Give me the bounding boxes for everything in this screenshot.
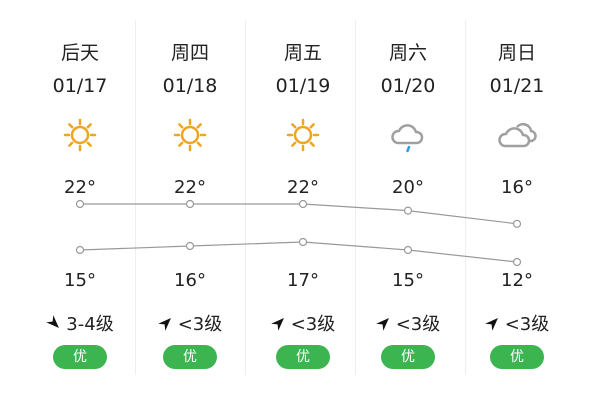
wind-level: <3级 xyxy=(395,314,441,335)
cloudy-icon xyxy=(497,115,537,155)
high-temp: 22° xyxy=(174,177,206,198)
low-temp: 12° xyxy=(501,270,533,291)
low-temp-point xyxy=(75,245,85,255)
date: 01/17 xyxy=(52,75,108,97)
wind-direction-icon xyxy=(157,318,171,331)
column-divider xyxy=(135,20,136,375)
wind-level: <3级 xyxy=(504,314,550,335)
wind: <3级 xyxy=(462,310,572,336)
wind: 3-4级 xyxy=(25,310,135,336)
day-name: 周五 xyxy=(283,42,322,64)
aqi-badge: 优 xyxy=(53,345,107,369)
wind-direction-icon xyxy=(270,318,284,331)
low-temp-point xyxy=(185,241,195,251)
high-temp-point xyxy=(75,199,85,209)
wind: <3级 xyxy=(248,310,358,336)
day-name: 后天 xyxy=(60,42,99,64)
sun-icon xyxy=(60,115,100,155)
date: 01/19 xyxy=(275,75,331,97)
wind-direction-icon xyxy=(375,318,389,331)
low-temp-point xyxy=(403,245,413,255)
column-divider xyxy=(465,20,466,375)
low-temp: 15° xyxy=(64,270,96,291)
low-temp: 17° xyxy=(287,270,319,291)
high-temp: 22° xyxy=(287,177,319,198)
day-column[interactable]: 后天 01/17 22° 15° 3-4级 优 xyxy=(25,20,135,380)
column-divider xyxy=(245,20,246,375)
high-temp-line xyxy=(80,203,518,225)
day-column[interactable]: 周五 01/19 22° 17° <3级 优 xyxy=(248,20,358,380)
day-column[interactable]: 周六 01/20 20° 15° <3级 优 xyxy=(353,20,463,380)
high-temp-point xyxy=(185,199,195,209)
low-temp-point xyxy=(298,237,308,247)
sun-icon xyxy=(170,115,210,155)
high-temp-point xyxy=(512,219,522,228)
date: 01/20 xyxy=(380,75,436,97)
wind-level: <3级 xyxy=(177,314,223,335)
day-name: 周四 xyxy=(170,42,209,64)
wind-direction-icon xyxy=(46,315,60,328)
high-temp: 22° xyxy=(64,177,96,198)
high-temp-point xyxy=(403,206,413,215)
day-column[interactable]: 周四 01/18 22° 16° <3级 优 xyxy=(135,20,245,380)
low-temp-line xyxy=(79,241,518,263)
wind-level: 3-4级 xyxy=(66,314,114,335)
low-temp-point xyxy=(512,257,522,267)
high-temp-point xyxy=(298,199,308,209)
rain-cloud-icon xyxy=(388,115,428,155)
wind: <3级 xyxy=(353,310,463,336)
day-name: 周六 xyxy=(388,42,427,64)
date: 01/21 xyxy=(489,75,545,97)
column-divider xyxy=(355,20,356,375)
aqi-badge: 优 xyxy=(163,345,217,369)
high-temp: 20° xyxy=(392,177,424,198)
high-temp: 16° xyxy=(501,177,533,198)
date: 01/18 xyxy=(162,75,218,97)
day-column[interactable]: 周日 01/21 16° 12° <3级 优 xyxy=(462,20,572,380)
low-temp: 15° xyxy=(392,270,424,291)
wind-direction-icon xyxy=(484,318,498,331)
wind: <3级 xyxy=(135,310,245,336)
aqi-badge: 优 xyxy=(490,345,544,369)
day-name: 周日 xyxy=(497,42,536,64)
wind-level: <3级 xyxy=(290,314,336,335)
aqi-badge: 优 xyxy=(381,345,435,369)
sun-icon xyxy=(283,115,323,155)
low-temp: 16° xyxy=(174,270,206,291)
aqi-badge: 优 xyxy=(276,345,330,369)
